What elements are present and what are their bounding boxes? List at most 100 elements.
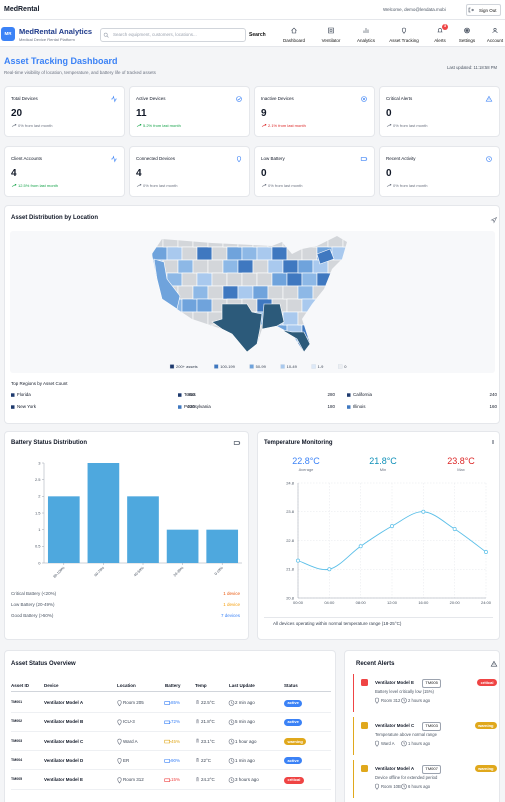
stat-label: Connected Devices xyxy=(136,156,176,161)
table-cell: 15% xyxy=(171,777,181,783)
alert-item xyxy=(353,760,496,798)
stat-card xyxy=(4,86,125,137)
battery-panel xyxy=(4,431,249,640)
nav-item[interactable]: Analytics xyxy=(356,38,375,43)
nav-item[interactable]: Settings xyxy=(458,38,476,43)
stat-change: 5.2% from last month xyxy=(143,122,181,128)
legend-label: 10-49 xyxy=(286,364,297,369)
search-button[interactable]: Search xyxy=(249,31,266,38)
stat-change: 2.1% from last month xyxy=(268,122,306,128)
column-header: Asset ID xyxy=(11,683,30,688)
column-header: Battery xyxy=(165,683,181,688)
alert-icon xyxy=(361,679,368,686)
table-cell: 85% xyxy=(171,700,181,705)
nav-item[interactable]: Account xyxy=(486,38,504,43)
stat-card xyxy=(129,146,250,197)
nav-item[interactable]: Alerts xyxy=(434,38,446,43)
stat-change: 0% from last month xyxy=(393,182,428,188)
table-cell: TM002 xyxy=(11,719,23,724)
map-area xyxy=(10,231,495,373)
region-name: Pennsylvania xyxy=(184,404,211,409)
table-cell: Room 312 xyxy=(123,777,144,783)
panel-title: Asset Status Overview xyxy=(11,661,76,667)
stat-value: 4 xyxy=(11,168,17,179)
region-count: 160 xyxy=(489,404,497,409)
column-header: Location xyxy=(117,683,136,688)
table-cell: Ventilator Model E xyxy=(44,777,84,783)
table-cell: Room 205 xyxy=(123,700,144,705)
stat-label: Client Accounts xyxy=(11,156,43,161)
stat-value: 20 xyxy=(11,108,23,119)
region-count: 280 xyxy=(327,392,335,397)
table-cell: 21.8°C xyxy=(201,719,215,725)
table-cell: 22.5°C xyxy=(201,700,215,705)
alert-message: Temperature above normal range xyxy=(375,732,437,737)
column-header: Temp xyxy=(195,683,207,688)
stat-change: 12.5% from last month xyxy=(18,182,59,188)
status-pill: active xyxy=(284,699,303,707)
stat-card xyxy=(379,146,500,197)
row-rule xyxy=(11,750,331,751)
alert-item xyxy=(353,717,496,755)
alert-device: Ventilator Model A xyxy=(375,765,415,771)
table-cell: Ventilator Model A xyxy=(44,700,84,705)
stat-value: 4 xyxy=(136,168,142,179)
temperature-note: All devices operating within normal temp… xyxy=(273,621,402,626)
status-pill: warning xyxy=(284,738,307,746)
nav-item[interactable]: Ventilator xyxy=(321,38,341,43)
stat-label: Critical Alerts xyxy=(386,96,413,101)
alert-icon xyxy=(361,722,368,729)
alert-location: Room 10B xyxy=(381,784,401,789)
alert-id: TM007 xyxy=(421,765,442,774)
legend-label: 50-99 xyxy=(255,364,266,369)
alert-time: 2 hours ago xyxy=(408,698,431,703)
nav-item[interactable]: Dashboard xyxy=(282,38,305,43)
stat-value: 9 xyxy=(261,108,267,119)
section-label: Top Regions by Asset Count xyxy=(11,381,68,386)
table-cell: 22°C xyxy=(201,757,212,763)
alert-item xyxy=(353,674,496,712)
stat-label: Total Devices xyxy=(11,96,38,101)
logo: MR xyxy=(1,27,15,41)
search-input[interactable] xyxy=(100,28,246,42)
sign-out-button[interactable]: Sign Out xyxy=(466,4,501,16)
table-cell: 23.1°C xyxy=(201,738,215,744)
stat-value: 0 xyxy=(386,108,392,119)
stat-card xyxy=(379,86,500,137)
stat-value: 11 xyxy=(136,108,147,119)
row-rule xyxy=(11,769,331,770)
alert-badge: 3 xyxy=(442,24,448,30)
table-cell: 45% xyxy=(171,738,181,744)
panel-title: Temperature Monitoring xyxy=(264,440,333,446)
panel-title: Battery Status Distribution xyxy=(11,440,88,446)
divider xyxy=(264,617,493,618)
temp-stat-value: 22.8°C xyxy=(292,456,320,466)
row-rule xyxy=(11,788,331,790)
battery-summary-label: Good Battery (>50%) xyxy=(11,613,54,618)
alert-id: TM003 xyxy=(421,722,442,731)
column-header: Last Update xyxy=(229,683,255,688)
alert-status: warning xyxy=(474,722,497,729)
legend-label: 1-9 xyxy=(317,364,324,369)
alert-status: critical xyxy=(477,679,497,686)
alert-status: warning xyxy=(474,765,497,772)
alert-time: 6 hours ago xyxy=(408,784,431,789)
alert-message: Battery level critically low (15%) xyxy=(375,689,434,694)
region-count: 240 xyxy=(489,392,497,397)
panel-title: Recent Alerts xyxy=(356,661,395,667)
temp-stat-label: Min xyxy=(379,467,387,472)
alert-icon xyxy=(361,765,368,772)
table-cell: 2 min ago xyxy=(235,700,255,705)
asset-table-panel xyxy=(4,650,336,802)
row-rule xyxy=(11,711,331,712)
nav-item[interactable]: Asset Tracking xyxy=(389,38,419,43)
region-count: 350 xyxy=(187,392,195,397)
legend-label: 0 xyxy=(344,364,347,369)
stat-change: 0% from last month xyxy=(268,182,303,188)
battery-summary-label: Low Battery (20-49%) xyxy=(11,602,55,607)
alert-location: Room 312 xyxy=(381,698,401,703)
table-cell: TM004 xyxy=(11,757,23,762)
status-pill: critical xyxy=(284,776,304,784)
region-count: 180 xyxy=(327,404,335,409)
